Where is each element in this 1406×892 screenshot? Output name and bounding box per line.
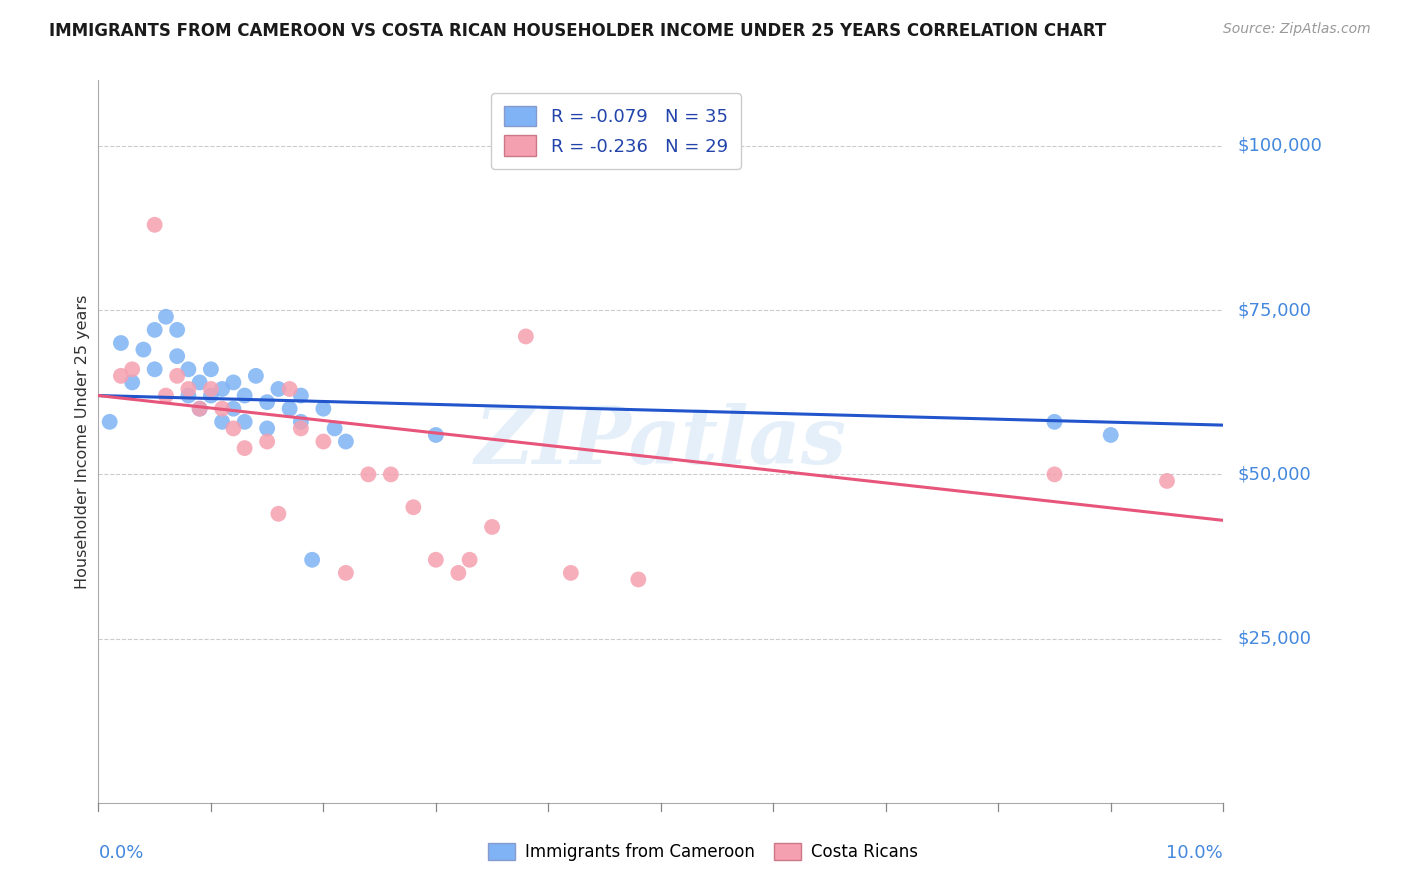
Point — [278, 401, 301, 416]
Point — [447, 566, 470, 580]
Text: 0.0%: 0.0% — [98, 845, 143, 863]
Legend: Immigrants from Cameroon, Costa Ricans: Immigrants from Cameroon, Costa Ricans — [481, 836, 925, 868]
Point — [425, 428, 447, 442]
Point — [110, 368, 132, 383]
Point — [177, 388, 200, 402]
Point — [211, 415, 233, 429]
Point — [1043, 467, 1066, 482]
Text: $75,000: $75,000 — [1237, 301, 1312, 319]
Point — [256, 421, 278, 435]
Point — [177, 362, 200, 376]
Point — [155, 388, 177, 402]
Text: $100,000: $100,000 — [1237, 137, 1322, 155]
Point — [560, 566, 582, 580]
Point — [166, 368, 188, 383]
Point — [1099, 428, 1122, 442]
Point — [290, 415, 312, 429]
Point — [200, 388, 222, 402]
Point — [166, 349, 188, 363]
Point — [335, 434, 357, 449]
Text: $50,000: $50,000 — [1237, 466, 1310, 483]
Point — [481, 520, 503, 534]
Point — [132, 343, 155, 357]
Point — [211, 382, 233, 396]
Point — [233, 388, 256, 402]
Point — [627, 573, 650, 587]
Point — [188, 401, 211, 416]
Point — [312, 434, 335, 449]
Text: ZIPatlas: ZIPatlas — [475, 403, 846, 480]
Text: Source: ZipAtlas.com: Source: ZipAtlas.com — [1223, 22, 1371, 37]
Point — [143, 323, 166, 337]
Point — [1156, 474, 1178, 488]
Point — [256, 395, 278, 409]
Point — [380, 467, 402, 482]
Text: $25,000: $25,000 — [1237, 630, 1312, 648]
Point — [98, 415, 121, 429]
Point — [1043, 415, 1066, 429]
Point — [166, 323, 188, 337]
Point — [402, 500, 425, 515]
Point — [143, 218, 166, 232]
Point — [290, 421, 312, 435]
Point — [301, 553, 323, 567]
Point — [143, 362, 166, 376]
Point — [425, 553, 447, 567]
Point — [245, 368, 267, 383]
Point — [222, 421, 245, 435]
Point — [188, 376, 211, 390]
Point — [200, 362, 222, 376]
Point — [267, 382, 290, 396]
Point — [357, 467, 380, 482]
Point — [110, 336, 132, 351]
Point — [323, 421, 346, 435]
Point — [222, 401, 245, 416]
Y-axis label: Householder Income Under 25 years: Householder Income Under 25 years — [75, 294, 90, 589]
Point — [267, 507, 290, 521]
Point — [290, 388, 312, 402]
Point — [458, 553, 481, 567]
Point — [335, 566, 357, 580]
Point — [233, 441, 256, 455]
Point — [177, 382, 200, 396]
Point — [211, 401, 233, 416]
Point — [515, 329, 537, 343]
Point — [312, 401, 335, 416]
Point — [155, 310, 177, 324]
Point — [121, 376, 143, 390]
Text: 10.0%: 10.0% — [1167, 845, 1223, 863]
Point — [121, 362, 143, 376]
Point — [278, 382, 301, 396]
Legend: R = -0.079   N = 35, R = -0.236   N = 29: R = -0.079 N = 35, R = -0.236 N = 29 — [491, 93, 741, 169]
Point — [222, 376, 245, 390]
Point — [256, 434, 278, 449]
Point — [188, 401, 211, 416]
Point — [233, 415, 256, 429]
Point — [200, 382, 222, 396]
Text: IMMIGRANTS FROM CAMEROON VS COSTA RICAN HOUSEHOLDER INCOME UNDER 25 YEARS CORREL: IMMIGRANTS FROM CAMEROON VS COSTA RICAN … — [49, 22, 1107, 40]
